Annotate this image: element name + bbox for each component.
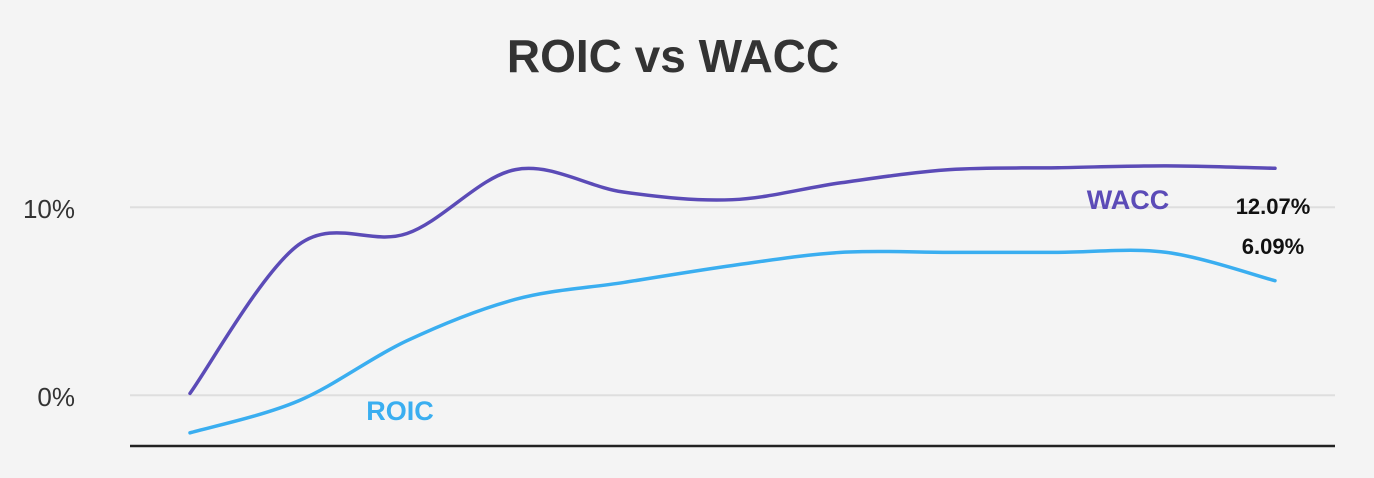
series-line	[188, 164, 1277, 396]
y-tick-label: 0%	[37, 382, 75, 412]
y-tick-label: 10%	[23, 194, 75, 224]
value-label: 6.09%	[1242, 234, 1304, 259]
series-line	[188, 248, 1277, 435]
series-label: ROIC	[366, 396, 434, 426]
value-label: 12.07%	[1236, 194, 1311, 219]
series-label: WACC	[1087, 185, 1170, 215]
chart-title: ROIC vs WACC	[507, 30, 839, 82]
